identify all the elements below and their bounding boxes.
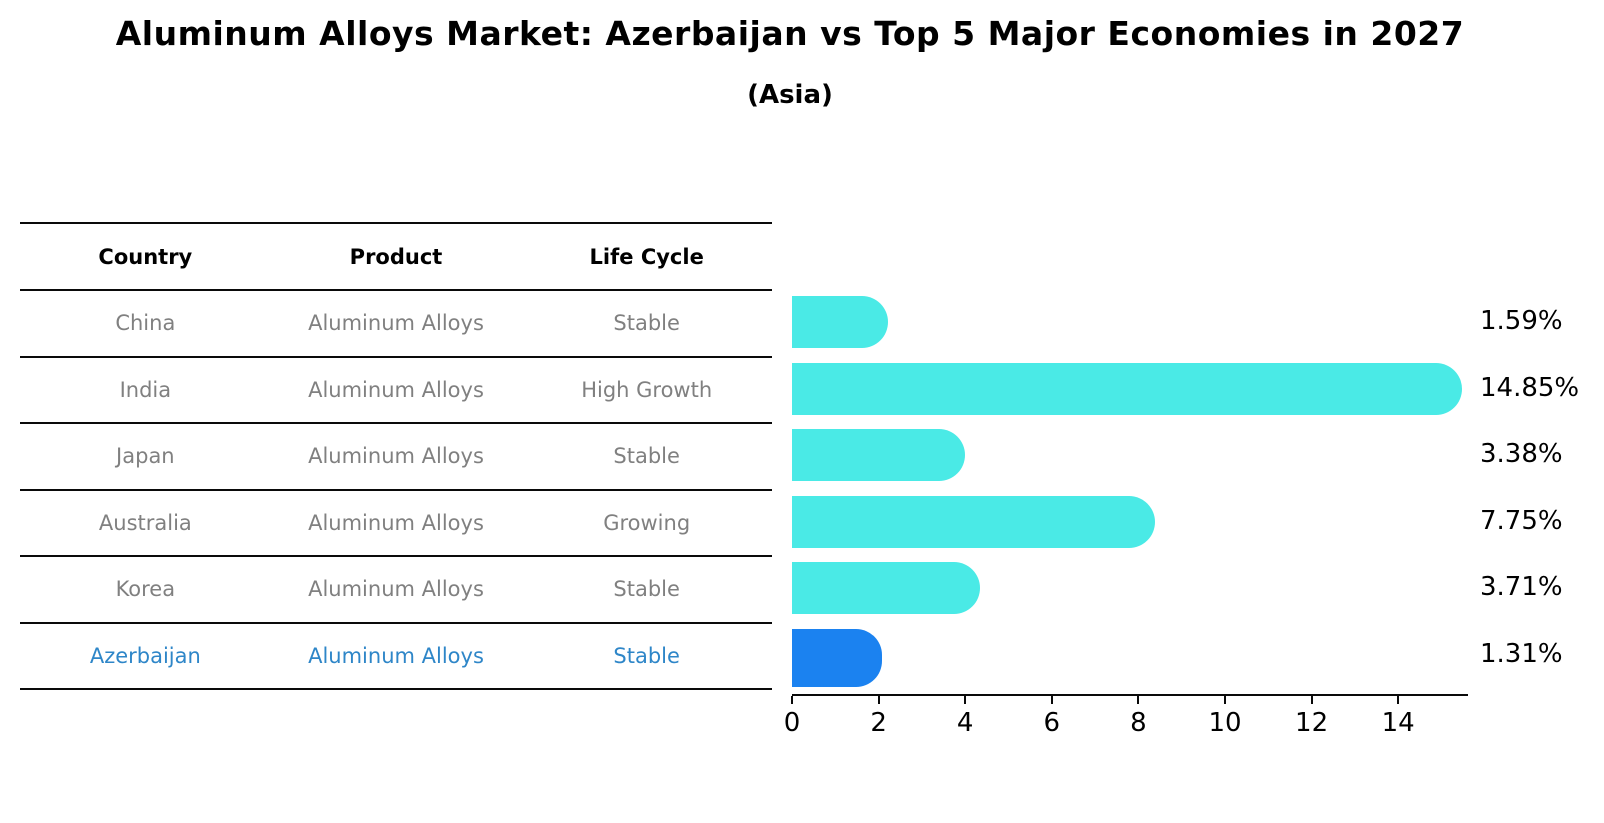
- value-label-china: 1.59%: [1480, 306, 1563, 337]
- table-row-korea: Korea Aluminum Alloys Stable: [20, 557, 772, 624]
- cell-life-cycle: Stable: [613, 444, 680, 469]
- cell-life-cycle: Stable: [613, 577, 680, 602]
- column-header-country: Country: [98, 244, 193, 269]
- cell-life-cycle: Stable: [613, 643, 680, 668]
- x-tick: [877, 696, 880, 704]
- column-header-product: Product: [349, 244, 443, 269]
- x-tick-label: 12: [1295, 708, 1329, 738]
- bar-australia: [792, 495, 1155, 548]
- x-tick: [1224, 696, 1226, 704]
- cell-life-cycle: High Growth: [581, 377, 713, 402]
- bar-azerbaijan: [792, 628, 882, 687]
- cell-life-cycle: Stable: [613, 311, 680, 336]
- chart-subtitle: (Asia): [747, 80, 833, 110]
- cell-country: Korea: [115, 577, 176, 602]
- bar-japan: [792, 429, 966, 482]
- table-row-japan: Japan Aluminum Alloys Stable: [20, 424, 772, 491]
- x-tick: [1397, 696, 1400, 704]
- x-tick: [1137, 696, 1140, 704]
- x-axis-line: [792, 694, 1468, 696]
- x-tick-label: 14: [1381, 708, 1415, 738]
- cell-country: Azerbaijan: [89, 643, 201, 668]
- value-label-australia: 7.75%: [1480, 505, 1563, 536]
- column-header-life-cycle: Life Cycle: [589, 244, 704, 269]
- cell-life-cycle: Growing: [603, 510, 691, 535]
- cell-country: Japan: [116, 444, 175, 469]
- bar-china: [792, 296, 888, 349]
- info-table: Country Product Life Cycle China Aluminum…: [20, 222, 772, 690]
- chart-title: Aluminum Alloys Market: Azerbaijan vs To…: [115, 14, 1465, 53]
- cell-product: Aluminum Alloys: [308, 377, 484, 402]
- x-tick-label: 2: [870, 708, 887, 738]
- cell-product: Aluminum Alloys: [308, 311, 484, 336]
- x-tick: [964, 696, 967, 704]
- x-tick-label: 8: [1130, 708, 1147, 738]
- x-tick: [1050, 696, 1053, 704]
- table-body: China Aluminum Alloys Stable India Aluminum …: [20, 291, 772, 690]
- cell-product: Aluminum Alloys: [308, 577, 484, 602]
- x-tick: [791, 696, 793, 704]
- value-label-india: 14.85%: [1480, 372, 1580, 403]
- value-label-azerbaijan: 1.31%: [1480, 638, 1563, 669]
- value-label-japan: 3.38%: [1480, 439, 1563, 470]
- table-row-india: India Aluminum Alloys High Growth: [20, 358, 772, 424]
- bar-india: [792, 362, 1462, 415]
- table-header-row: Country Product Life Cycle: [20, 224, 772, 291]
- bar-korea: [792, 562, 980, 615]
- x-tick: [1310, 696, 1313, 704]
- cell-product: Aluminum Alloys: [308, 643, 484, 668]
- x-tick-label: 10: [1208, 708, 1242, 738]
- cell-country: Australia: [98, 510, 192, 535]
- cell-country: China: [115, 311, 176, 336]
- x-tick-label: 4: [956, 708, 974, 738]
- x-tick-label: 6: [1043, 708, 1061, 738]
- cell-product: Aluminum Alloys: [308, 444, 484, 469]
- table-row-australia: Australia Aluminum Alloys Growing: [20, 491, 772, 557]
- cell-country: India: [119, 377, 172, 402]
- title-wrap: Aluminum Alloys Market: Azerbaijan vs To…: [0, 14, 1580, 53]
- value-label-korea: 3.71%: [1480, 572, 1563, 603]
- cell-product: Aluminum Alloys: [308, 510, 484, 535]
- table-row-china: China Aluminum Alloys Stable: [20, 291, 772, 358]
- table-row-azerbaijan: Azerbaijan Aluminum Alloys Stable: [20, 624, 772, 690]
- x-tick-label: 0: [783, 708, 801, 738]
